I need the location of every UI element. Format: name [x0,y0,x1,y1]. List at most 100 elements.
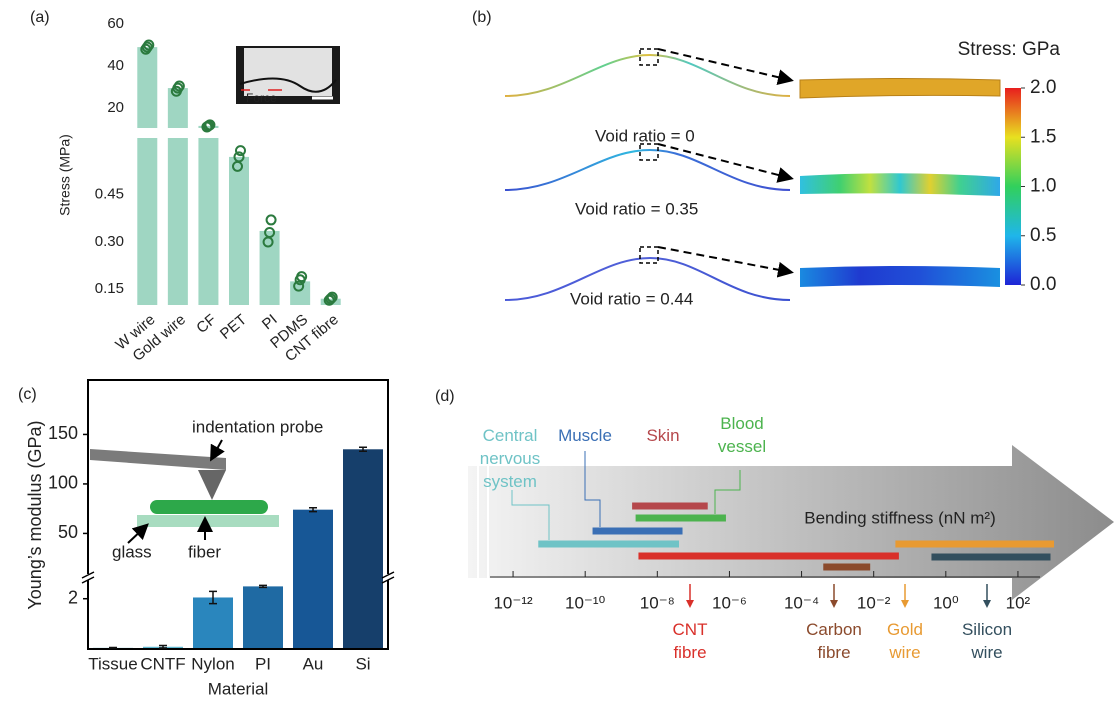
bar [343,449,383,648]
bar [243,586,283,648]
bar [229,157,249,305]
pointer-head [686,600,694,608]
range-bar [823,564,870,571]
x-tick-label: 10⁻⁴ [784,593,819,612]
y-tick-label: 20 [107,99,124,116]
stiffness-arrow [468,445,1114,600]
annotation: Void ratio = 0.44 [570,289,693,308]
indentation-sketch [90,440,279,543]
panel-label: (d) [435,388,455,405]
annotation: indentation probe [192,417,323,436]
y-axis-label: Stress (MPa) [57,134,73,216]
error-bar [159,646,167,648]
colorbar-tick-label: 1.0 [1030,176,1056,197]
zoom-box [640,144,658,160]
y-tick-label: 0.30 [95,233,124,250]
zoom-arrow [658,247,790,272]
data-point [236,146,245,155]
range-bar [895,541,1054,548]
fiber-shape [150,500,268,514]
y-tick-label: 60 [107,15,124,32]
range-bar [931,554,1050,561]
y-tick-label: 50 [58,522,78,542]
probe-tip [198,470,226,500]
y-axis-label: Young’s modulus (GPa) [25,420,45,609]
range-bar [632,503,708,510]
y-tick-label: 2 [68,587,78,607]
x-tick-label: PI [255,654,271,673]
colorbar [1005,88,1021,285]
figure: (a)Stress (MPa)0.150.300.45204060W wireG… [0,0,1116,701]
x-tick-label: Si [355,654,370,673]
annotation: Void ratio = 0.35 [575,199,698,218]
x-tick-label: 10⁰ [933,593,959,612]
zoom-arrow [658,49,790,80]
glass-shape [137,515,279,527]
panel-label: (a) [30,9,50,26]
x-tick-label: CNTF [140,654,185,673]
x-axis-label: Material [208,679,268,698]
x-tick-label: Tissue [88,654,137,673]
x-tick-label: CF [193,311,219,337]
range-bar [636,515,726,522]
range-bar [538,541,679,548]
range-bar [638,553,898,560]
axis-break [128,128,350,138]
bar [260,231,280,305]
y-tick-label: 0.15 [95,280,124,297]
y-tick-label: 0.45 [95,186,124,203]
x-tick-label: 10⁻² [857,593,891,612]
pointer-head [830,600,838,608]
page: {"chart_data": [ {"type": "broken_bar", … [0,0,1116,701]
annotation: Void ratio = 0 [595,126,695,145]
y-tick-label: 40 [107,57,124,74]
series-label: Skin [646,426,679,445]
cantilever [90,449,226,470]
beam-curve [505,55,790,96]
x-tick-label: 10⁻¹² [493,593,533,612]
x-tick-label: 10² [1006,593,1031,612]
zoom-box [640,247,658,263]
colorbar-tick-label: 0.5 [1030,225,1056,246]
pointer [212,440,222,458]
strip [800,79,1000,99]
panel-label: (b) [472,9,492,26]
panel-label: (c) [18,386,37,403]
x-tick-label: 10⁻⁸ [640,593,675,612]
colorbar-tick-label: 0.0 [1030,274,1056,295]
annotation: Force [246,91,277,105]
strip [800,173,1000,196]
photo-bg [244,48,332,96]
data-point [267,215,276,224]
pointer-head [983,600,991,608]
bar [137,47,157,305]
colorbar-title: Stress: GPa [958,39,1061,60]
range-bar [593,528,683,535]
series-label: Siliconwire [962,620,1012,662]
x-tick-label: PET [217,311,250,343]
bar [198,126,218,305]
colorbar-tick-label: 2.0 [1030,77,1056,98]
x-tick-label: 10⁻⁶ [712,593,747,612]
strip [800,266,1000,287]
pointer-head [901,600,909,608]
x-tick-label: Au [303,654,324,673]
y-tick-label: 100 [48,473,78,493]
annotation: glass [112,542,152,561]
x-axis-label: Bending stiffness (nN m²) [804,508,995,527]
series-label: Muscle [558,426,612,445]
beam-curve [505,150,790,190]
annotation: fiber [188,542,221,561]
bar [168,88,188,305]
x-tick-label: 10⁻¹⁰ [565,593,606,612]
zoom-box [640,49,658,65]
y-tick-label: 150 [48,423,78,443]
colorbar-tick-label: 1.5 [1030,126,1056,147]
simulation [505,49,1000,300]
x-tick-label: Nylon [191,654,234,673]
